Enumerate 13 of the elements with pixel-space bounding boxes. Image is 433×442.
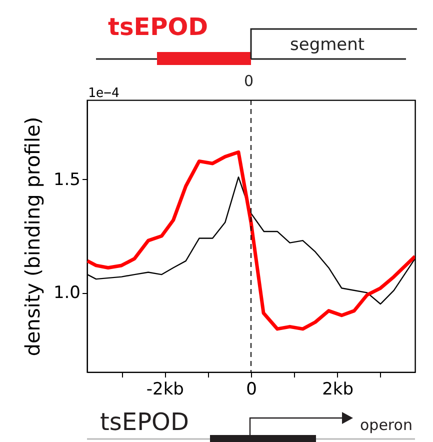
text: segment: [290, 35, 365, 55]
x-tick-label: 2kb: [322, 380, 354, 400]
annotation: 1e−4: [88, 86, 120, 101]
text: tsEPOD: [108, 13, 208, 41]
x-tick-label: 0: [246, 380, 257, 400]
line-series: [87, 150, 415, 331]
text: operon: [360, 416, 412, 434]
y-tick-label: 1.0: [53, 283, 80, 304]
y-axis-title: density (binding profile): [20, 116, 44, 356]
text: tsEPOD: [100, 408, 189, 436]
text: 0: [244, 72, 254, 90]
y-tick-label: 1.5: [53, 170, 80, 190]
x-tick-label: -2kb: [146, 380, 184, 400]
